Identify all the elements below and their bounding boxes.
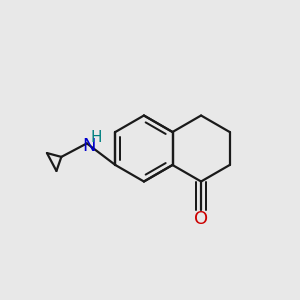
Text: N: N <box>82 137 96 155</box>
Text: O: O <box>194 209 208 228</box>
Text: H: H <box>90 130 102 145</box>
